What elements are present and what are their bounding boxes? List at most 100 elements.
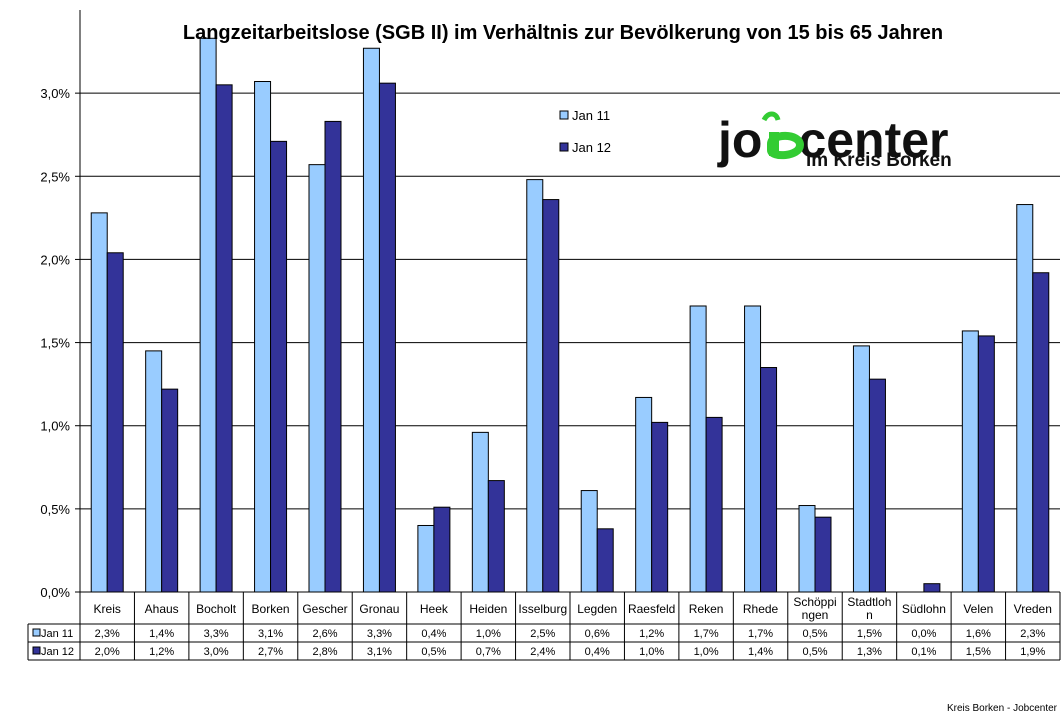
data-label: 1,0% — [694, 646, 719, 658]
chart-title: Langzeitarbeitslose (SGB II) im Verhältn… — [183, 22, 943, 44]
bar-jan-11 — [798, 505, 816, 593]
data-label: 1,6% — [966, 628, 991, 640]
bar-jan-12 — [215, 84, 233, 593]
data-label: 2,8% — [312, 646, 337, 658]
bar-jan-12 — [378, 82, 396, 593]
category-label: Ahaus — [145, 602, 179, 616]
y-tick-label: 0,0% — [40, 585, 70, 600]
bar-jan-11 — [199, 37, 217, 593]
data-label: 0,4% — [585, 646, 610, 658]
bar-jan-11 — [961, 330, 979, 593]
data-label: 3,0% — [204, 646, 229, 658]
legend: Jan 11 Jan 12 — [559, 108, 611, 155]
bar-jan-11 — [417, 524, 435, 593]
bar-jan-11 — [362, 47, 380, 593]
data-label: 0,6% — [585, 628, 610, 640]
logo-subtitle: im Kreis Borken — [806, 150, 952, 171]
y-tick-label: 2,5% — [40, 169, 70, 184]
data-label: 1,5% — [857, 628, 882, 640]
data-label: 1,0% — [639, 646, 664, 658]
footer-text: Kreis Borken - Jobcenter — [947, 703, 1058, 714]
bar-jan-12 — [161, 388, 179, 593]
data-label: 1,2% — [149, 646, 174, 658]
bar-jan-12 — [760, 367, 778, 593]
category-label: ngen — [802, 608, 829, 622]
data-label: 3,3% — [204, 628, 229, 640]
bar-jan-12 — [651, 421, 669, 593]
data-label: 2,3% — [1020, 628, 1045, 640]
bar-jan-12 — [1032, 272, 1050, 593]
bar-jan-12 — [487, 480, 505, 593]
bar-jan-12 — [814, 516, 832, 593]
data-label: 1,7% — [694, 628, 719, 640]
data-label: 0,5% — [421, 646, 446, 658]
table-series-name: Jan 11 — [41, 628, 73, 640]
data-label: 3,1% — [258, 628, 283, 640]
bar-jan-12 — [270, 140, 288, 593]
bar-jan-11 — [90, 212, 108, 593]
category-label: Gescher — [302, 602, 347, 616]
category-label: Legden — [577, 602, 617, 616]
data-label: 0,7% — [476, 646, 501, 658]
data-label: 2,4% — [530, 646, 555, 658]
data-label: 0,5% — [802, 628, 827, 640]
category-label: Stadtloh — [847, 595, 891, 609]
bar-jan-11 — [471, 431, 489, 593]
table-legend-key — [32, 646, 41, 655]
plot-area: 0,0% 0,5% 1,0% 1,5% 2,0% 2,5% 3,0% — [40, 10, 1060, 600]
bar-jan-11 — [852, 345, 870, 593]
bar-jan-11 — [308, 164, 326, 593]
bar-jan-12 — [596, 528, 614, 593]
data-label: 0,1% — [911, 646, 936, 658]
data-label: 2,5% — [530, 628, 555, 640]
bar-jan-12 — [705, 416, 723, 593]
logo-green-b-icon — [761, 111, 805, 160]
bar-jan-11 — [744, 305, 762, 593]
logo-text: jo center — [717, 112, 949, 168]
data-label: 1,2% — [639, 628, 664, 640]
data-label: 1,3% — [857, 646, 882, 658]
category-label: Heek — [420, 602, 449, 616]
y-tick-label: 1,0% — [40, 419, 70, 434]
y-tick-label: 1,5% — [40, 336, 70, 351]
category-label: Borken — [252, 602, 290, 616]
jobcenter-logo: jo center im Kreis Borken — [717, 111, 952, 171]
data-label: 1,0% — [476, 628, 501, 640]
data-label: 3,1% — [367, 646, 392, 658]
data-label: 1,5% — [966, 646, 991, 658]
data-label: 3,3% — [367, 628, 392, 640]
y-tick-label: 0,5% — [40, 502, 70, 517]
data-label: 0,5% — [802, 646, 827, 658]
bar-jan-11 — [635, 396, 653, 593]
data-label: 2,0% — [95, 646, 120, 658]
y-tick-label: 3,0% — [40, 86, 70, 101]
bar-jan-12 — [433, 506, 451, 593]
data-label: 1,9% — [1020, 646, 1045, 658]
data-table: Kreis Ahaus Bocholt Borken Gescher Gronau Heek… — [27, 592, 1061, 661]
category-label: Heiden — [469, 602, 507, 616]
category-label: Rhede — [743, 602, 779, 616]
category-label: Velen — [963, 602, 993, 616]
legend-label: Jan 12 — [572, 140, 611, 155]
data-label: 0,4% — [421, 628, 446, 640]
bar-jan-12 — [923, 583, 941, 593]
bar-jan-11 — [145, 350, 163, 593]
bar-jan-11 — [254, 81, 272, 593]
bar-jan-12 — [106, 252, 124, 593]
bar-jan-11 — [1016, 204, 1034, 593]
category-label: Südlohn — [902, 602, 946, 616]
category-label: Reken — [689, 602, 724, 616]
category-label: n — [866, 608, 873, 622]
legend-label: Jan 11 — [572, 108, 610, 123]
data-label: 2,6% — [312, 628, 337, 640]
bar-jan-12 — [542, 199, 560, 593]
data-label: 2,3% — [95, 628, 120, 640]
legend-swatch — [559, 110, 569, 120]
data-label: 1,4% — [748, 646, 773, 658]
data-label: 1,4% — [149, 628, 174, 640]
category-label: Gronau — [359, 602, 399, 616]
bar-jan-11 — [580, 490, 598, 593]
bar-jan-12 — [868, 378, 886, 593]
legend-swatch — [559, 142, 569, 152]
